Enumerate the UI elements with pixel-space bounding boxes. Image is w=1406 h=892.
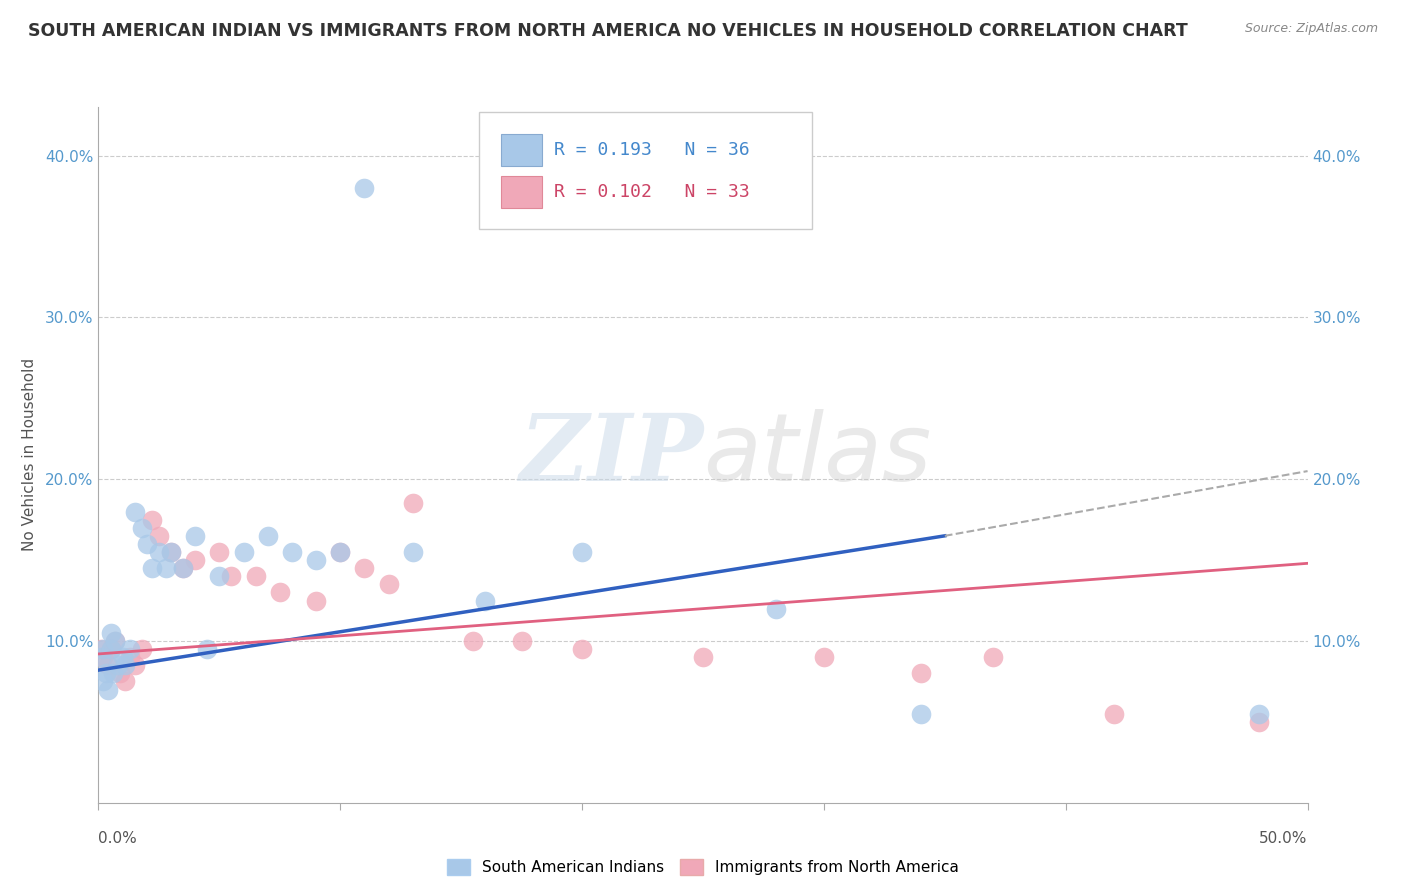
Point [305, 553, 328, 567]
Point [329, 545, 352, 559]
Text: Source: ZipAtlas.com: Source: ZipAtlas.com [1244, 22, 1378, 36]
Text: R = 0.102   N = 33: R = 0.102 N = 33 [554, 183, 749, 201]
Point [1249, 714, 1271, 729]
FancyBboxPatch shape [479, 112, 811, 229]
Point [100, 626, 122, 640]
Point [91, 650, 114, 665]
Point [97, 658, 120, 673]
Point [124, 658, 146, 673]
Point [910, 706, 932, 721]
Text: atlas: atlas [703, 409, 931, 500]
Point [571, 642, 593, 657]
Text: 50.0%: 50.0% [1260, 831, 1308, 846]
Point [813, 650, 835, 665]
Point [402, 496, 425, 510]
Point [131, 642, 153, 657]
Point [377, 577, 399, 591]
Point [474, 593, 496, 607]
Y-axis label: No Vehicles in Household: No Vehicles in Household [21, 359, 37, 551]
FancyBboxPatch shape [501, 176, 543, 208]
Point [184, 529, 207, 543]
Point [100, 642, 122, 657]
Point [101, 666, 124, 681]
Point [195, 642, 218, 657]
Point [208, 545, 231, 559]
Point [281, 545, 304, 559]
Text: R = 0.193   N = 36: R = 0.193 N = 36 [554, 141, 749, 159]
Point [160, 545, 183, 559]
Point [981, 650, 1004, 665]
Point [910, 666, 932, 681]
Point [118, 642, 141, 657]
Point [107, 658, 129, 673]
Legend: South American Indians, Immigrants from North America: South American Indians, Immigrants from … [447, 860, 959, 875]
Text: 0.0%: 0.0% [98, 831, 138, 846]
Point [94, 666, 117, 681]
Point [692, 650, 714, 665]
Point [329, 545, 352, 559]
Point [353, 561, 375, 575]
Point [104, 634, 127, 648]
Point [245, 569, 267, 583]
Point [765, 601, 787, 615]
Point [221, 569, 243, 583]
Point [232, 545, 254, 559]
Point [148, 529, 170, 543]
Point [160, 545, 183, 559]
Point [269, 585, 291, 599]
Point [510, 634, 533, 648]
Point [100, 642, 122, 657]
Point [155, 561, 177, 575]
Point [118, 650, 141, 665]
Point [90, 642, 112, 657]
Point [256, 529, 278, 543]
Point [131, 521, 153, 535]
Point [353, 181, 375, 195]
Point [90, 650, 112, 665]
Point [141, 561, 163, 575]
Point [108, 666, 131, 681]
Point [305, 593, 328, 607]
Text: SOUTH AMERICAN INDIAN VS IMMIGRANTS FROM NORTH AMERICA NO VEHICLES IN HOUSEHOLD : SOUTH AMERICAN INDIAN VS IMMIGRANTS FROM… [28, 22, 1188, 40]
Point [97, 682, 120, 697]
Point [114, 674, 136, 689]
Point [148, 545, 170, 559]
Point [111, 650, 134, 665]
Point [104, 634, 127, 648]
Point [172, 561, 194, 575]
Point [114, 658, 136, 673]
Point [141, 513, 163, 527]
Point [1102, 706, 1125, 721]
Point [463, 634, 485, 648]
Point [402, 545, 425, 559]
Point [571, 545, 593, 559]
Point [124, 504, 146, 518]
Point [91, 674, 114, 689]
FancyBboxPatch shape [501, 134, 543, 166]
Point [1249, 706, 1271, 721]
Point [91, 642, 114, 657]
Point [135, 537, 157, 551]
Text: ZIP: ZIP [519, 410, 703, 500]
Point [172, 561, 194, 575]
Point [208, 569, 231, 583]
Point [184, 553, 207, 567]
